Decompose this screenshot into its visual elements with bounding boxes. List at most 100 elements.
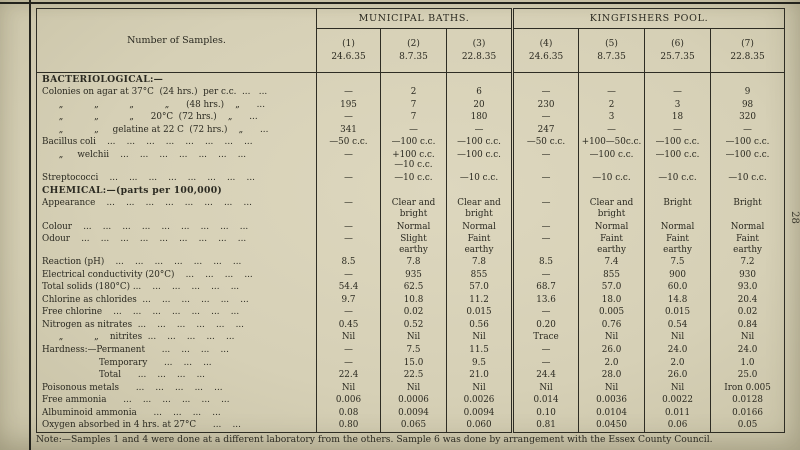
- cell-value: 247: [511, 123, 579, 137]
- cell-value: 855: [445, 268, 513, 282]
- column-number: (1): [342, 39, 355, 49]
- row-label: Colour ... ... ... ... ... ... ... ... .…: [36, 220, 317, 234]
- table-row: Free ammonia ... ... ... ... ... ... 0.00…: [36, 394, 785, 407]
- cell-value: 93.0: [710, 281, 785, 294]
- cell-value: 0.015: [644, 306, 711, 319]
- cell-value: 7.5: [644, 256, 711, 269]
- cell-value: 855: [578, 268, 645, 282]
- cell-value: Nil: [644, 331, 711, 344]
- cell-value: Iron 0.005: [710, 381, 785, 395]
- cell-value: 180: [445, 111, 513, 124]
- cell-value: 0.0022: [644, 394, 711, 407]
- cell-value: 9.5: [445, 356, 513, 370]
- group-header-row: Number of Samples. MUNICIPAL BATHS. KING…: [36, 8, 786, 73]
- empty-cell: [445, 184, 513, 198]
- cell-value: —: [511, 111, 579, 124]
- table-row: Appearance ... ... ... ... ... ... ... .…: [36, 197, 785, 221]
- cell-value: 7.8: [380, 256, 447, 269]
- cell-value: 3: [578, 111, 645, 124]
- cell-value: Nil: [445, 381, 513, 395]
- column-header-row: (1) 24.6.35 (2) 8.7.35 (3) 22.8.35 (4) 2…: [37, 28, 786, 73]
- cell-value: —: [380, 123, 447, 137]
- cell-value: 6: [445, 86, 513, 99]
- row-label: Hardness:—Permanent ... ... ... ...: [36, 344, 317, 357]
- cell-value: Nil: [380, 331, 447, 344]
- cell-value: —100 c.c.: [644, 136, 711, 149]
- cell-value: 9: [710, 86, 785, 99]
- cell-value: 11.2: [445, 293, 513, 307]
- cell-value: 0.08: [316, 406, 381, 420]
- cell-value: 26.0: [644, 369, 711, 382]
- table-row: Total ... ... ... ... 22.4 22.5 21.0 24.4 28.…: [36, 369, 785, 382]
- page-top-rule: [0, 2, 800, 4]
- cell-value: 320: [710, 111, 785, 124]
- cell-value: Normal: [578, 220, 645, 234]
- cell-value: —10 c.c.: [445, 171, 513, 185]
- column-date: 25.7.35: [660, 52, 695, 62]
- table-row: Free chlorine ... ... ... ... ... ... ..…: [36, 306, 785, 319]
- empty-cell: [511, 72, 579, 87]
- empty-cell: [644, 72, 711, 87]
- cell-value: 11.5: [445, 344, 513, 357]
- cell-value: 0.56: [445, 318, 513, 332]
- cell-value: 900: [644, 268, 711, 282]
- row-label: „ welchii ... ... ... ... ... ... ...: [36, 148, 317, 172]
- cell-value: —: [511, 233, 579, 257]
- cell-value: 2.0: [644, 356, 711, 370]
- cell-value: —: [511, 197, 579, 221]
- cell-value: 0.20: [511, 318, 579, 332]
- cell-value: 28.0: [578, 369, 645, 382]
- table-row: Hardness:—Permanent ... ... ... ... —7.5 1…: [36, 344, 785, 357]
- cell-value: 18.0: [578, 293, 645, 307]
- section-title: CHEMICAL:—(parts per 100,000): [36, 184, 317, 198]
- table-row: Total solids (180°C) ... ... ... ... ...…: [36, 281, 785, 294]
- cell-value: Faint earthy: [644, 233, 711, 257]
- cell-value: 20.4: [710, 293, 785, 307]
- row-label: Electrical conductivity (20°C) ... ... .…: [36, 268, 317, 282]
- empty-cell: [578, 72, 645, 87]
- empty-cell: [380, 184, 447, 198]
- row-label: „ „ gelatine at 22 C (72 hrs.) „ ...: [36, 123, 317, 137]
- cell-value: 0.45: [316, 318, 381, 332]
- cell-value: —: [511, 148, 579, 172]
- cell-value: 930: [710, 268, 785, 282]
- cell-value: —: [511, 86, 579, 99]
- row-label: „ „ „ „ (48 hrs.) „ ...: [36, 98, 317, 112]
- cell-value: 0.0094: [445, 406, 513, 420]
- cell-value: 2.0: [578, 356, 645, 370]
- cell-value: Nil: [445, 331, 513, 344]
- column-header-7: (7) 22.8.35: [710, 28, 786, 73]
- row-label: Free ammonia ... ... ... ... ... ...: [36, 394, 317, 407]
- cell-value: —100 c.c.: [644, 148, 711, 172]
- cell-value: 2: [578, 98, 645, 112]
- row-label: Total solids (180°C) ... ... ... ... ...…: [36, 281, 317, 294]
- cell-value: Normal: [380, 220, 447, 234]
- cell-value: Nil: [644, 381, 711, 395]
- column-number: (3): [472, 39, 486, 49]
- table-row: Poisonous metals ... ... ... ... ... Nil N…: [36, 381, 785, 395]
- table-row: „ welchii ... ... ... ... ... ... ... — +1…: [36, 148, 785, 172]
- table-row: Odour ... ... ... ... ... ... ... ... ..…: [36, 233, 785, 257]
- column-header-6: (6) 25.7.35: [644, 28, 712, 73]
- cell-value: Trace: [511, 331, 579, 344]
- column-header-1: (1) 24.6.35: [316, 28, 381, 73]
- cell-value: 195: [316, 98, 381, 112]
- cell-value: —: [316, 233, 381, 257]
- cell-value: 341: [316, 123, 381, 137]
- row-label: Appearance ... ... ... ... ... ... ... .…: [36, 197, 317, 221]
- cell-value: 0.02: [710, 306, 785, 319]
- cell-value: Clear and bright: [445, 197, 513, 221]
- empty-cell: [644, 184, 711, 198]
- cell-value: Faint earthy: [578, 233, 645, 257]
- cell-value: 7.8: [445, 256, 513, 269]
- cell-value: 21.0: [445, 369, 513, 382]
- cell-value: Nil: [316, 381, 381, 395]
- cell-value: —100 c.c.: [380, 136, 447, 149]
- cell-value: 7.5: [380, 344, 447, 357]
- cell-value: —100 c.c.: [445, 148, 513, 172]
- empty-cell: [445, 72, 513, 87]
- cell-value: —50 c.c.: [316, 136, 381, 149]
- cell-value: 0.0026: [445, 394, 513, 407]
- cell-value: Nil: [710, 331, 785, 344]
